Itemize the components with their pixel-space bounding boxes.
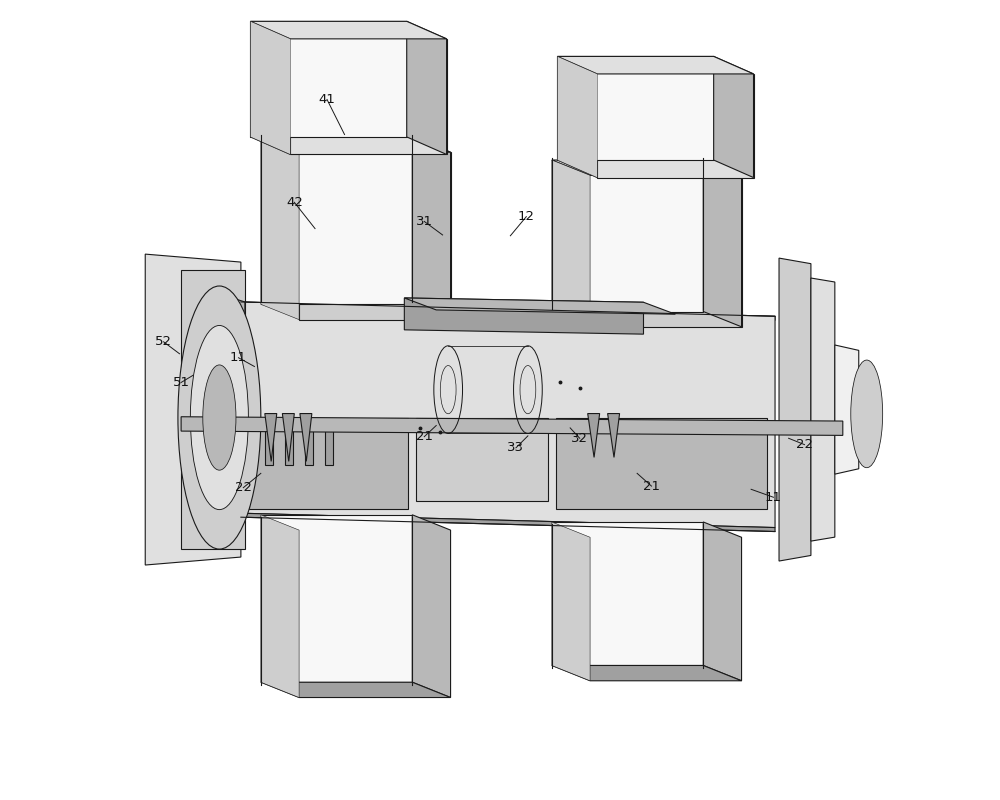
Polygon shape bbox=[250, 22, 447, 39]
Polygon shape bbox=[552, 160, 703, 311]
Polygon shape bbox=[181, 417, 843, 435]
Polygon shape bbox=[241, 302, 775, 527]
Polygon shape bbox=[250, 137, 447, 154]
Text: 11: 11 bbox=[230, 351, 247, 364]
Polygon shape bbox=[597, 74, 754, 178]
Polygon shape bbox=[404, 298, 644, 334]
Polygon shape bbox=[305, 426, 313, 466]
Text: 52: 52 bbox=[155, 335, 172, 348]
Text: 51: 51 bbox=[173, 376, 190, 389]
Polygon shape bbox=[265, 426, 273, 466]
Polygon shape bbox=[835, 345, 859, 474]
Polygon shape bbox=[552, 666, 742, 681]
Polygon shape bbox=[590, 175, 742, 327]
Polygon shape bbox=[261, 515, 412, 682]
Polygon shape bbox=[250, 22, 290, 154]
Polygon shape bbox=[557, 56, 754, 74]
Polygon shape bbox=[557, 56, 597, 178]
Polygon shape bbox=[241, 302, 775, 320]
Polygon shape bbox=[290, 39, 447, 154]
Polygon shape bbox=[412, 137, 451, 320]
Polygon shape bbox=[552, 522, 590, 681]
Polygon shape bbox=[285, 426, 293, 466]
Ellipse shape bbox=[851, 360, 883, 468]
Text: 21: 21 bbox=[416, 430, 433, 443]
Polygon shape bbox=[261, 515, 299, 698]
Text: 41: 41 bbox=[319, 93, 335, 106]
Polygon shape bbox=[552, 160, 590, 327]
Polygon shape bbox=[412, 515, 451, 698]
Polygon shape bbox=[300, 414, 312, 462]
Polygon shape bbox=[714, 56, 754, 178]
Polygon shape bbox=[261, 137, 451, 152]
Polygon shape bbox=[261, 137, 412, 304]
Polygon shape bbox=[325, 426, 333, 466]
Text: 42: 42 bbox=[286, 196, 303, 209]
Text: 12: 12 bbox=[518, 210, 535, 223]
Polygon shape bbox=[811, 278, 835, 541]
Polygon shape bbox=[779, 258, 811, 561]
Polygon shape bbox=[145, 254, 241, 565]
Polygon shape bbox=[241, 514, 775, 531]
Polygon shape bbox=[404, 298, 675, 314]
Polygon shape bbox=[557, 56, 714, 160]
Polygon shape bbox=[261, 682, 451, 698]
Polygon shape bbox=[703, 160, 742, 327]
Polygon shape bbox=[608, 414, 620, 458]
Text: 11: 11 bbox=[765, 490, 782, 504]
Polygon shape bbox=[299, 152, 451, 320]
Polygon shape bbox=[249, 418, 408, 510]
Polygon shape bbox=[556, 418, 767, 510]
Polygon shape bbox=[557, 160, 754, 178]
Text: 31: 31 bbox=[416, 215, 433, 228]
Text: 32: 32 bbox=[571, 432, 588, 445]
Polygon shape bbox=[250, 22, 407, 137]
Ellipse shape bbox=[203, 365, 236, 470]
Text: 21: 21 bbox=[643, 479, 660, 493]
Polygon shape bbox=[282, 414, 294, 462]
Polygon shape bbox=[703, 522, 742, 681]
Polygon shape bbox=[265, 414, 277, 462]
Polygon shape bbox=[181, 270, 245, 549]
Ellipse shape bbox=[190, 326, 248, 510]
Polygon shape bbox=[261, 137, 299, 320]
Polygon shape bbox=[416, 418, 548, 502]
Polygon shape bbox=[588, 414, 600, 458]
Polygon shape bbox=[552, 522, 703, 666]
Polygon shape bbox=[407, 22, 447, 154]
Text: 33: 33 bbox=[507, 442, 524, 454]
Polygon shape bbox=[552, 160, 742, 175]
Text: 22: 22 bbox=[235, 481, 252, 494]
Polygon shape bbox=[219, 294, 245, 525]
Text: 22: 22 bbox=[796, 438, 813, 451]
Ellipse shape bbox=[178, 286, 261, 549]
